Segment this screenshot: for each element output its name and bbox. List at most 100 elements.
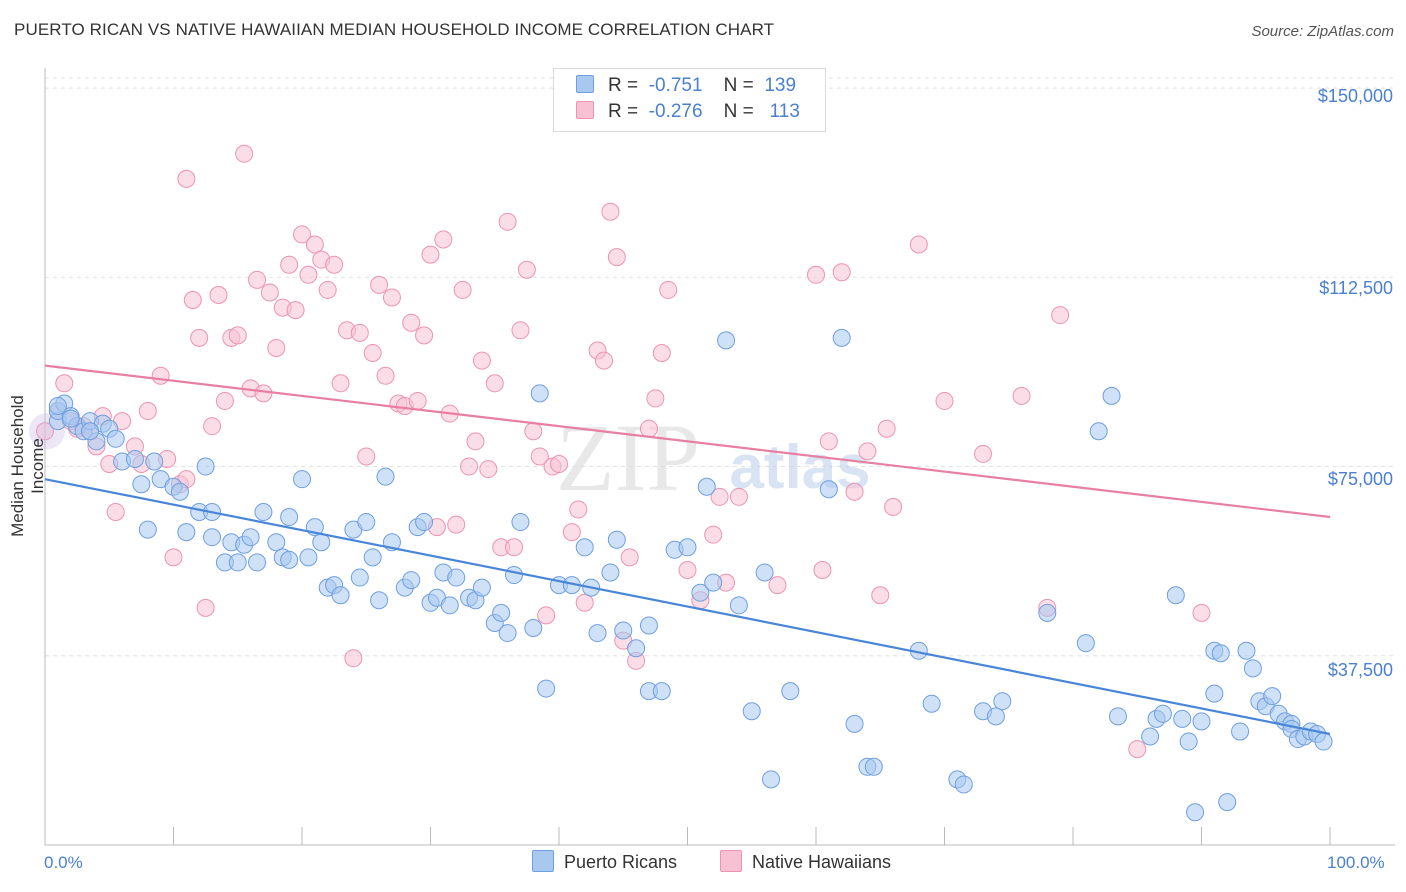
legend-r-label: R = xyxy=(608,101,639,122)
data-point xyxy=(466,432,485,451)
data-point xyxy=(659,280,678,299)
data-point xyxy=(402,571,421,590)
data-point xyxy=(781,682,800,701)
data-point xyxy=(492,603,511,622)
data-point xyxy=(132,475,151,494)
data-point xyxy=(254,384,273,403)
data-point xyxy=(357,447,376,466)
data-point xyxy=(1128,740,1147,759)
data-point xyxy=(312,533,331,552)
data-point xyxy=(524,619,543,638)
data-point xyxy=(472,578,491,597)
bottom-legend-label: Native Hawaiians xyxy=(752,852,892,872)
data-point xyxy=(1173,709,1192,728)
data-point xyxy=(620,548,639,567)
data-point xyxy=(344,649,363,668)
bottom-legend-native-hawaiians: Native Hawaiians xyxy=(720,850,891,873)
data-point xyxy=(575,593,594,612)
legend-n-value: 113 xyxy=(769,101,800,122)
data-point xyxy=(517,260,536,279)
data-point xyxy=(652,344,671,363)
x-tick-label-min: 0.0% xyxy=(44,853,83,872)
data-point xyxy=(1205,684,1224,703)
legend-n-label: N = xyxy=(723,101,754,122)
data-point xyxy=(48,396,67,415)
data-point xyxy=(280,550,299,569)
data-point xyxy=(190,328,209,347)
data-point xyxy=(550,455,568,474)
data-point xyxy=(601,563,620,582)
data-point xyxy=(363,548,382,567)
data-point xyxy=(1218,793,1237,812)
data-point xyxy=(935,391,954,410)
data-point xyxy=(742,702,761,721)
data-point xyxy=(575,538,594,557)
data-point xyxy=(614,621,633,640)
data-point xyxy=(871,586,890,605)
data-point xyxy=(954,775,973,794)
data-point xyxy=(267,533,286,552)
data-point xyxy=(209,285,228,304)
data-point xyxy=(80,422,99,441)
data-point xyxy=(447,568,466,587)
data-point xyxy=(498,624,517,643)
data-point xyxy=(408,391,427,410)
data-point xyxy=(434,230,453,249)
data-point xyxy=(370,591,389,610)
y-tick-label: $150,000 xyxy=(1317,86,1393,106)
data-point xyxy=(460,457,479,476)
data-point xyxy=(61,409,80,428)
data-point xyxy=(864,757,883,776)
data-point xyxy=(228,553,247,572)
data-point xyxy=(479,460,498,479)
legend-r-value: -0.276 xyxy=(648,101,703,122)
y-axis-label: Median Household Income xyxy=(8,395,47,537)
data-point xyxy=(601,202,620,221)
data-point xyxy=(1211,644,1230,663)
data-point xyxy=(196,598,215,617)
data-point xyxy=(1012,386,1031,405)
bottom-legend-swatch-pink xyxy=(720,850,742,872)
legend-row-native-hawaiians: R = -0.276 N = 113 xyxy=(576,101,800,125)
data-point xyxy=(729,487,748,506)
data-point xyxy=(511,513,530,532)
data-point xyxy=(755,563,774,582)
data-point xyxy=(125,449,144,468)
data-point xyxy=(421,245,440,264)
data-point xyxy=(357,513,376,532)
data-point xyxy=(1153,704,1172,723)
data-point xyxy=(299,265,318,284)
axes xyxy=(44,68,1395,846)
data-point xyxy=(177,169,196,188)
y-tick-label: $37,500 xyxy=(1327,660,1393,680)
data-point xyxy=(832,328,851,347)
data-point xyxy=(106,502,125,521)
data-point xyxy=(511,321,530,340)
data-point xyxy=(627,639,646,658)
data-point xyxy=(1102,386,1121,405)
data-point xyxy=(813,560,832,579)
data-point xyxy=(993,692,1012,711)
data-point xyxy=(350,568,369,587)
data-point xyxy=(472,351,491,370)
data-point xyxy=(402,313,421,332)
bottom-legend-label: Puerto Ricans xyxy=(564,852,678,872)
data-point xyxy=(1192,603,1211,622)
data-point xyxy=(203,417,222,436)
data-point xyxy=(646,389,665,408)
series-native-hawaiians-points xyxy=(29,144,1211,759)
data-point xyxy=(537,679,556,698)
data-point xyxy=(1038,603,1057,622)
data-point xyxy=(974,444,993,463)
data-point xyxy=(254,502,273,521)
data-point xyxy=(678,538,697,557)
data-point xyxy=(447,515,466,534)
correlation-legend: R = -0.751 N = 139 R = -0.276 N = 113 xyxy=(553,68,826,132)
data-point xyxy=(524,422,543,441)
data-point xyxy=(106,429,125,448)
data-point xyxy=(762,770,781,789)
data-point xyxy=(678,560,697,579)
data-point xyxy=(248,270,267,289)
data-point xyxy=(415,513,434,532)
